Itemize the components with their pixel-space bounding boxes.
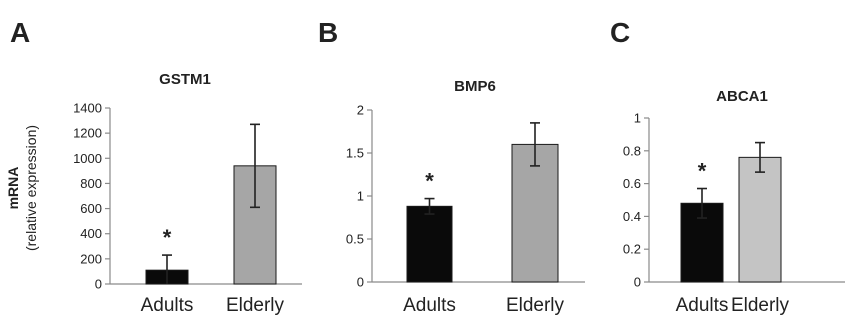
panel-letter: A [10,17,30,48]
bar-elderly [511,143,559,283]
y-tick-label: 0.5 [346,232,364,247]
y-tick-label: 1 [357,189,364,204]
panel-c: C ABCA1 0 0.2 0.4 0.6 0.8 1 * Adults Elderly [610,17,845,316]
y-tick-label: 0 [95,277,102,292]
y-tick-label: 800 [80,176,102,191]
y-tick-label: 1200 [73,126,102,141]
y-tick-label: 2 [357,103,364,118]
ylabel-main: mRNA [5,167,21,210]
category-label: Adults [141,295,194,316]
significance-marker: * [698,159,707,184]
y-tick-label: 600 [80,201,102,216]
y-tick-label: 0.2 [623,242,641,257]
chart-title: BMP6 [454,78,496,95]
significance-marker: * [425,169,434,194]
panel-a: A GSTM1 0 200 400 600 800 1000 1200 1400 * Adults El… [10,17,302,316]
significance-marker: * [163,225,172,250]
y-tick-label: 1400 [73,101,102,116]
y-tick-label: 400 [80,226,102,241]
chart-title: ABCA1 [716,88,768,105]
y-tick-label: 200 [80,251,102,266]
chart-title: GSTM1 [159,71,211,88]
panel-letter: B [318,17,338,48]
y-tick-label: 1.5 [346,146,364,161]
y-tick-label: 0.4 [623,209,641,224]
bar-elderly [738,156,782,283]
category-label: Elderly [731,295,790,316]
category-label: Elderly [506,295,565,316]
y-tick-label: 0.6 [623,176,641,191]
y-tick-label: 0.8 [623,143,641,158]
category-label: Elderly [226,295,285,316]
y-tick-label: 1000 [73,151,102,166]
ylabel-sub: (relative expression) [23,125,39,251]
y-tick-label: 0 [634,275,641,290]
category-label: Adults [676,295,729,316]
y-tick-label: 0 [357,275,364,290]
panel-letter: C [610,17,630,48]
shared-y-axis-label: mRNA (relative expression) [5,125,39,251]
panel-b: B BMP6 0 0.5 1 1.5 2 * Adults Elderly [318,17,585,316]
bar-adults [406,205,453,283]
y-tick-label: 1 [634,111,641,126]
category-label: Adults [403,295,456,316]
